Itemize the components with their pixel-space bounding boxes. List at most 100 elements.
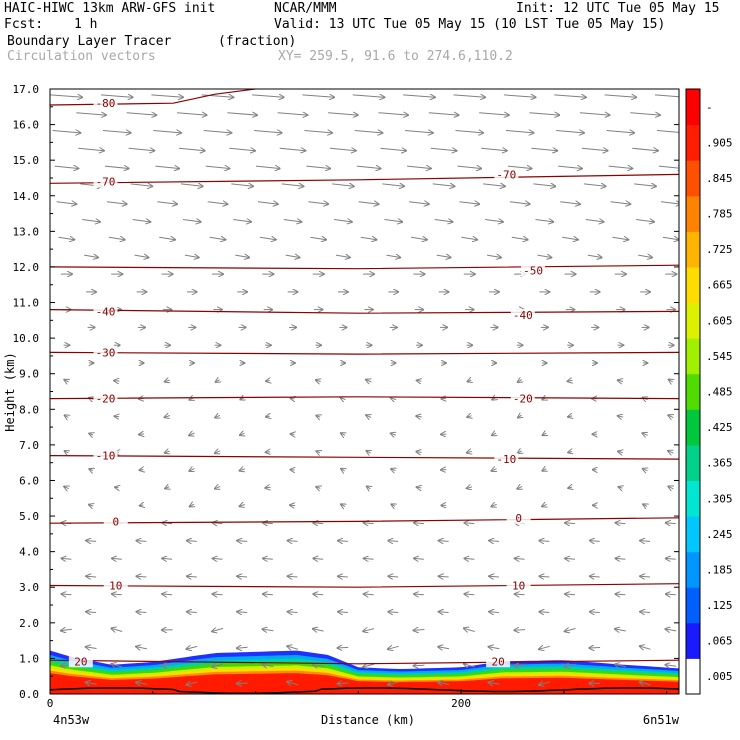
- contour-label-bg: [506, 579, 531, 592]
- circulation-vector: [464, 558, 475, 559]
- circulation-vector: [610, 202, 631, 204]
- circulation-vector: [565, 558, 576, 559]
- circulation-vector: [640, 541, 651, 542]
- circulation-vector: [665, 629, 677, 631]
- circulation-vector: [86, 612, 97, 613]
- temperature-contour: [50, 264, 679, 270]
- temperature-contour: [50, 309, 679, 314]
- circulation-vector: [341, 469, 345, 471]
- circulation-vector: [643, 469, 648, 471]
- circulation-vector: [669, 380, 673, 382]
- contour-label: -20: [513, 393, 533, 406]
- circulation-vector: [215, 451, 220, 453]
- circulation-vector: [668, 451, 673, 453]
- circulation-vector: [618, 416, 623, 417]
- circulation-vector: [529, 113, 560, 115]
- circulation-vector: [333, 220, 352, 222]
- circulation-vector: [186, 646, 198, 649]
- circulation-vector: [132, 220, 151, 222]
- circulation-vector: [65, 415, 69, 417]
- contour-label-bg: [93, 305, 118, 318]
- contour-label-bg: [510, 392, 535, 405]
- org-label: NCAR/MMM: [274, 1, 337, 16]
- circulation-vector: [89, 433, 93, 435]
- circulation-vector: [565, 664, 576, 667]
- contour-label: -80: [96, 97, 116, 110]
- circulation-vector: [391, 504, 395, 506]
- circulation-vector: [417, 487, 422, 488]
- circulation-vector: [203, 131, 232, 133]
- model-title: HAIC-HIWC 13km ARW-GFS init: [4, 1, 216, 16]
- circulation-vector: [537, 255, 552, 257]
- circulation-vector: [330, 148, 356, 150]
- circulation-vector: [277, 113, 308, 115]
- circulation-vector: [338, 683, 349, 684]
- circulation-vector: [654, 94, 679, 98]
- colorbar-swatch: [686, 195, 700, 232]
- circulation-vector: [590, 576, 600, 577]
- circulation-vector: [503, 95, 536, 97]
- circulation-vector: [467, 487, 472, 488]
- circulation-vector: [231, 184, 253, 186]
- circulation-vector: [539, 576, 550, 577]
- circulation-vector: [86, 647, 97, 649]
- circulation-vector: [666, 594, 676, 595]
- circulation-vector: [378, 113, 409, 115]
- circulation-vector: [304, 131, 332, 133]
- circulation-vector: [565, 629, 576, 632]
- circulation-vector: [636, 220, 654, 222]
- circulation-vector: [380, 148, 406, 150]
- circulation-vector: [489, 683, 500, 685]
- circulation-vector: [176, 113, 207, 115]
- circulation-vector: [518, 380, 522, 382]
- circulation-vector: [86, 541, 97, 542]
- circulation-vector: [511, 237, 528, 239]
- circulation-vector: [102, 131, 131, 133]
- circulation-vector: [341, 504, 345, 506]
- circulation-vector: [515, 558, 525, 559]
- circulation-vector: [489, 541, 500, 542]
- circulation-vector: [467, 451, 472, 452]
- circulation-vector: [76, 113, 106, 115]
- circulation-vector: [366, 415, 371, 417]
- colorbar-frame: [685, 88, 701, 695]
- circulation-vector: [310, 237, 326, 239]
- contour-label: 0: [515, 512, 522, 525]
- circulation-vector: [461, 237, 477, 239]
- circulation-vector: [266, 452, 270, 453]
- circulation-vector: [514, 665, 526, 666]
- contour-label: 10: [512, 579, 525, 592]
- y-tick-label: 8.0: [19, 403, 39, 416]
- circulation-vector: [136, 647, 148, 649]
- circulation-vector: [665, 665, 677, 667]
- circulation-vector: [78, 148, 104, 150]
- circulation-vector: [386, 255, 400, 257]
- circulation-vector: [86, 682, 97, 684]
- circulation-vector: [313, 594, 324, 595]
- circulation-vector: [384, 220, 402, 222]
- circulation-vector: [366, 380, 371, 382]
- circulation-vector: [414, 523, 424, 524]
- colorbar-label: .185: [706, 563, 733, 576]
- contour-label-bg: [93, 97, 118, 110]
- circulation-vector: [165, 380, 170, 382]
- circulation-vector: [481, 148, 507, 150]
- y-tick-label: 2.0: [19, 617, 39, 630]
- circulation-vector: [306, 166, 330, 168]
- colorbar-swatch: [686, 89, 700, 126]
- contour-label-bg: [103, 579, 128, 592]
- y-tick-label: 1.0: [19, 652, 39, 665]
- colorbar-label: .785: [706, 208, 733, 221]
- y-tick-label: 9.0: [19, 368, 39, 381]
- contour-label-bg: [521, 264, 546, 277]
- circulation-vector: [585, 220, 604, 222]
- circulation-vector: [438, 682, 450, 684]
- circulation-vector: [252, 95, 284, 97]
- circulation-vector: [189, 433, 194, 435]
- circulation-vector: [215, 415, 220, 417]
- circulation-vector: [237, 541, 248, 542]
- colorbar-swatch: [686, 480, 700, 517]
- contour-label: -20: [96, 393, 116, 406]
- circulation-vector: [341, 433, 345, 435]
- circulation-vector: [65, 451, 69, 453]
